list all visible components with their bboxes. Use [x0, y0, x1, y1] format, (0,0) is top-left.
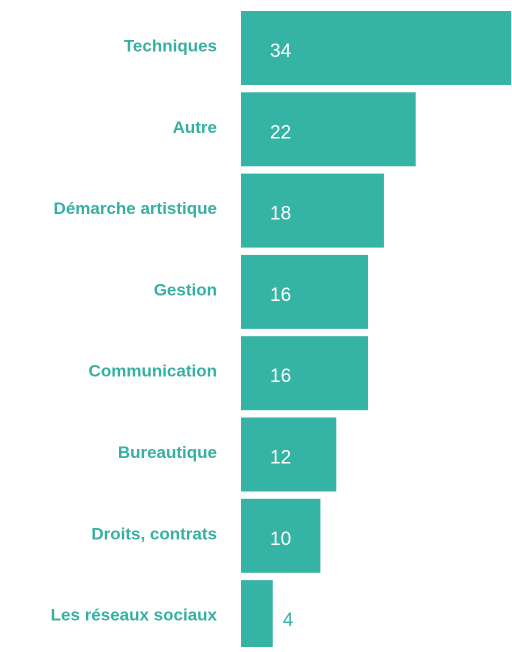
bar: [241, 11, 511, 85]
value-label: 16: [270, 366, 291, 387]
bar: [241, 498, 321, 573]
category-label: Techniques: [124, 36, 217, 55]
category-label: Autre: [173, 118, 217, 137]
value-label: 34: [270, 41, 292, 62]
category-label: Bureautique: [118, 443, 217, 462]
value-label: 10: [270, 529, 291, 550]
bar: [241, 173, 384, 248]
category-label: Droits, contrats: [91, 524, 217, 543]
value-label: 22: [270, 122, 291, 143]
value-label: 4: [283, 610, 294, 631]
value-label: 12: [270, 448, 291, 469]
bar: [241, 417, 337, 492]
bar: [241, 254, 369, 329]
category-label: Les réseaux sociaux: [51, 606, 218, 625]
category-label: Démarche artistique: [54, 199, 217, 218]
bar: [241, 92, 416, 167]
bar: [241, 580, 273, 652]
bar: [241, 336, 369, 411]
value-label: 16: [270, 285, 291, 306]
category-label: Communication: [89, 362, 217, 381]
category-label: Gestion: [154, 280, 217, 299]
value-label: 18: [270, 204, 291, 225]
